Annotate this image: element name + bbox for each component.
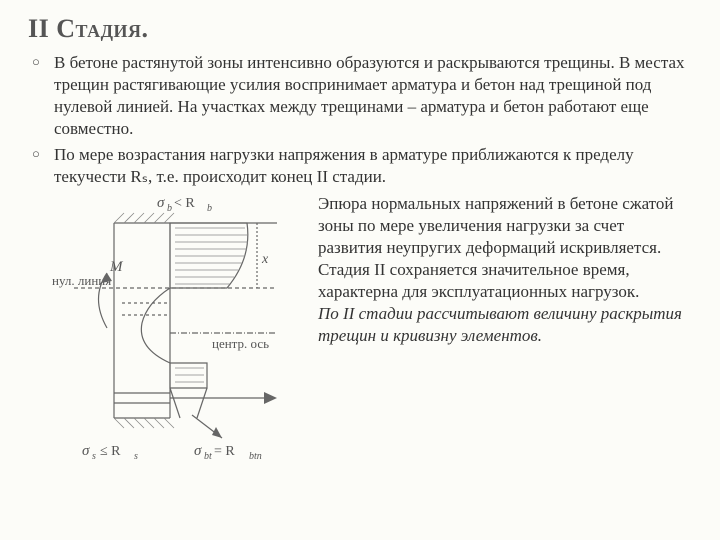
svg-text:s: s bbox=[134, 451, 138, 462]
hatch-bottom bbox=[114, 418, 174, 428]
bullet-item: По мере возрастания нагрузки напряжения … bbox=[32, 144, 692, 188]
right-paragraph-italic: По II стадии рассчитывают величину раскр… bbox=[318, 304, 682, 345]
right-text-column: Эпюра нормальных напряжений в бетоне сжа… bbox=[308, 193, 692, 473]
bullet-item: В бетоне растянутой зоны интенсивно обра… bbox=[32, 52, 692, 140]
stress-diagram: σ b < R b bbox=[52, 193, 312, 473]
svg-text:= R: = R bbox=[214, 444, 235, 459]
svg-text:bt: bt bbox=[204, 451, 212, 462]
content-row: σ b < R b bbox=[28, 193, 692, 473]
svg-text:< R: < R bbox=[174, 196, 195, 211]
page-title: II Стадия. bbox=[28, 14, 692, 44]
label-x: x bbox=[261, 252, 269, 267]
svg-text:btn: btn bbox=[249, 451, 262, 462]
hatch-top bbox=[114, 213, 174, 223]
bullet-list: В бетоне растянутой зоны интенсивно обра… bbox=[28, 52, 692, 189]
label-center-axis: центр. ось bbox=[212, 336, 269, 351]
svg-text:s: s bbox=[92, 451, 96, 462]
right-paragraph: Эпюра нормальных напряжений в бетоне сжа… bbox=[318, 194, 674, 301]
diagram-column: σ b < R b bbox=[28, 193, 308, 473]
label-sigma-bt: σ bbox=[194, 443, 202, 459]
label-sigma-b-sub: b bbox=[167, 203, 172, 214]
label-moment: M bbox=[109, 259, 124, 275]
hatch-compression bbox=[175, 228, 248, 284]
label-sigma-b: σ bbox=[157, 195, 165, 211]
svg-text:≤ R: ≤ R bbox=[100, 444, 121, 459]
svg-text:b: b bbox=[207, 203, 212, 214]
label-sigma-s: σ bbox=[82, 443, 90, 459]
